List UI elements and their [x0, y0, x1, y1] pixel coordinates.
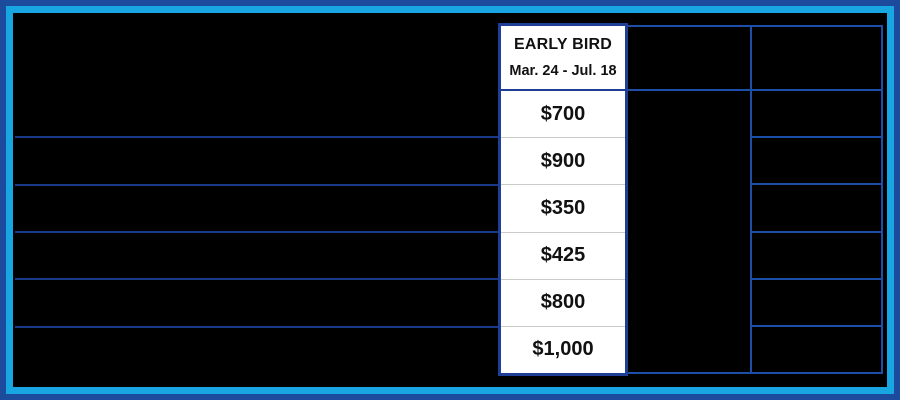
early-bird-date-range: Mar. 24 - Jul. 18: [509, 63, 617, 79]
table-row: [752, 138, 881, 186]
table-row: [752, 280, 881, 327]
early-bird-title: EARLY BIRD: [513, 36, 613, 53]
early-bird-column: EARLY BIRD Mar. 24 - Jul. 18 $700 $900 $…: [498, 23, 628, 376]
blank-column-1-header: [628, 27, 750, 91]
table-row: [15, 233, 498, 281]
table-row: [752, 327, 881, 372]
table-row: [752, 185, 881, 233]
blank-column-2: [752, 25, 883, 374]
table-row: [752, 91, 881, 139]
table-row: [15, 91, 498, 139]
early-bird-header: EARLY BIRD Mar. 24 - Jul. 18: [501, 26, 625, 91]
table-row: [15, 280, 498, 328]
table-row: [15, 138, 498, 186]
early-bird-price-cell: $425: [501, 233, 625, 280]
early-bird-price-cell: $900: [501, 138, 625, 186]
early-bird-price-cell: $350: [501, 185, 625, 233]
table-row: [752, 233, 881, 280]
blank-column-2-header: [752, 27, 881, 91]
row-label-column-blank: [15, 91, 498, 373]
early-bird-price-cell: $1,000: [532, 338, 594, 361]
blank-column-1: [628, 25, 752, 374]
table-row: [15, 328, 498, 373]
early-bird-price-cell: $800: [501, 280, 625, 327]
early-bird-price-cell: $700: [501, 91, 625, 139]
table-row: [15, 186, 498, 233]
